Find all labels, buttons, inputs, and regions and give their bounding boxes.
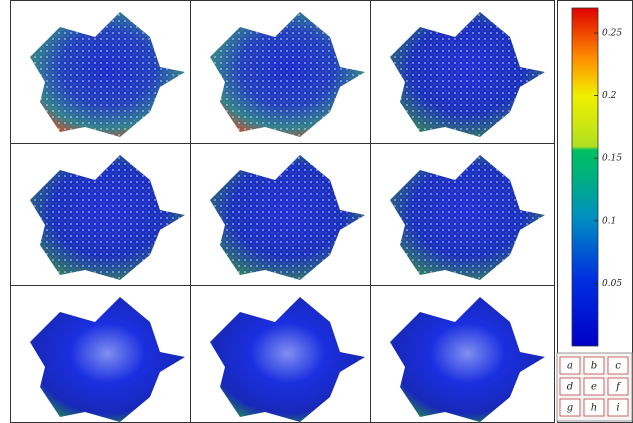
key-label: a (567, 361, 573, 372)
colorbar (572, 8, 598, 346)
key-label: h (591, 403, 597, 414)
tick-label: 0.05 (602, 279, 622, 289)
key-label: g (567, 403, 573, 414)
tick-label: 0.1 (602, 216, 616, 226)
tick-label: 0.2 (602, 91, 617, 101)
tick-label: 0.25 (602, 29, 622, 39)
key-label: e (591, 382, 597, 393)
key-label: i (616, 403, 619, 414)
key-label: d (567, 382, 573, 393)
key-label: c (615, 361, 621, 372)
surface-panels (30, 12, 545, 422)
figure: 0.050.10.150.20.25 abcdefghi (0, 0, 633, 423)
tick-label: 0.15 (602, 154, 622, 164)
key-label: b (591, 361, 597, 372)
